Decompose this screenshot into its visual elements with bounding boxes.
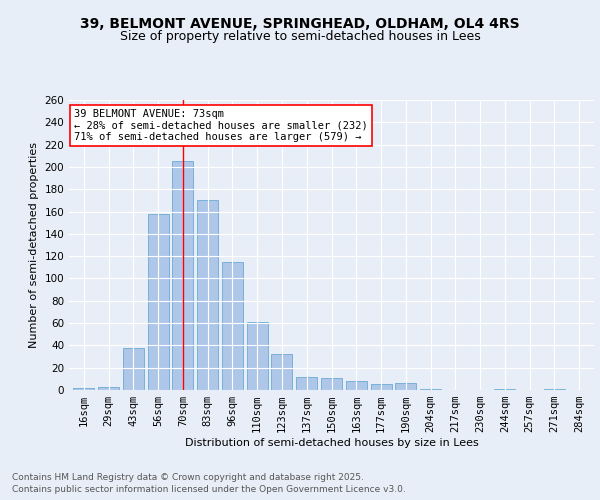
Text: Size of property relative to semi-detached houses in Lees: Size of property relative to semi-detach… — [119, 30, 481, 43]
Text: Contains public sector information licensed under the Open Government Licence v3: Contains public sector information licen… — [12, 485, 406, 494]
Bar — [247, 322, 268, 390]
Bar — [346, 381, 367, 390]
Bar — [197, 200, 218, 390]
Bar — [98, 386, 119, 390]
Text: Contains HM Land Registry data © Crown copyright and database right 2025.: Contains HM Land Registry data © Crown c… — [12, 472, 364, 482]
Bar — [420, 389, 441, 390]
Bar — [172, 162, 193, 390]
Bar — [296, 376, 317, 390]
Text: 39 BELMONT AVENUE: 73sqm
← 28% of semi-detached houses are smaller (232)
71% of : 39 BELMONT AVENUE: 73sqm ← 28% of semi-d… — [74, 108, 368, 142]
Bar — [123, 348, 144, 390]
Text: 39, BELMONT AVENUE, SPRINGHEAD, OLDHAM, OL4 4RS: 39, BELMONT AVENUE, SPRINGHEAD, OLDHAM, … — [80, 18, 520, 32]
Y-axis label: Number of semi-detached properties: Number of semi-detached properties — [29, 142, 39, 348]
X-axis label: Distribution of semi-detached houses by size in Lees: Distribution of semi-detached houses by … — [185, 438, 478, 448]
Bar — [494, 389, 515, 390]
Bar — [321, 378, 342, 390]
Bar — [271, 354, 292, 390]
Bar — [222, 262, 243, 390]
Bar — [544, 389, 565, 390]
Bar — [73, 388, 94, 390]
Bar — [395, 384, 416, 390]
Bar — [148, 214, 169, 390]
Bar — [371, 384, 392, 390]
